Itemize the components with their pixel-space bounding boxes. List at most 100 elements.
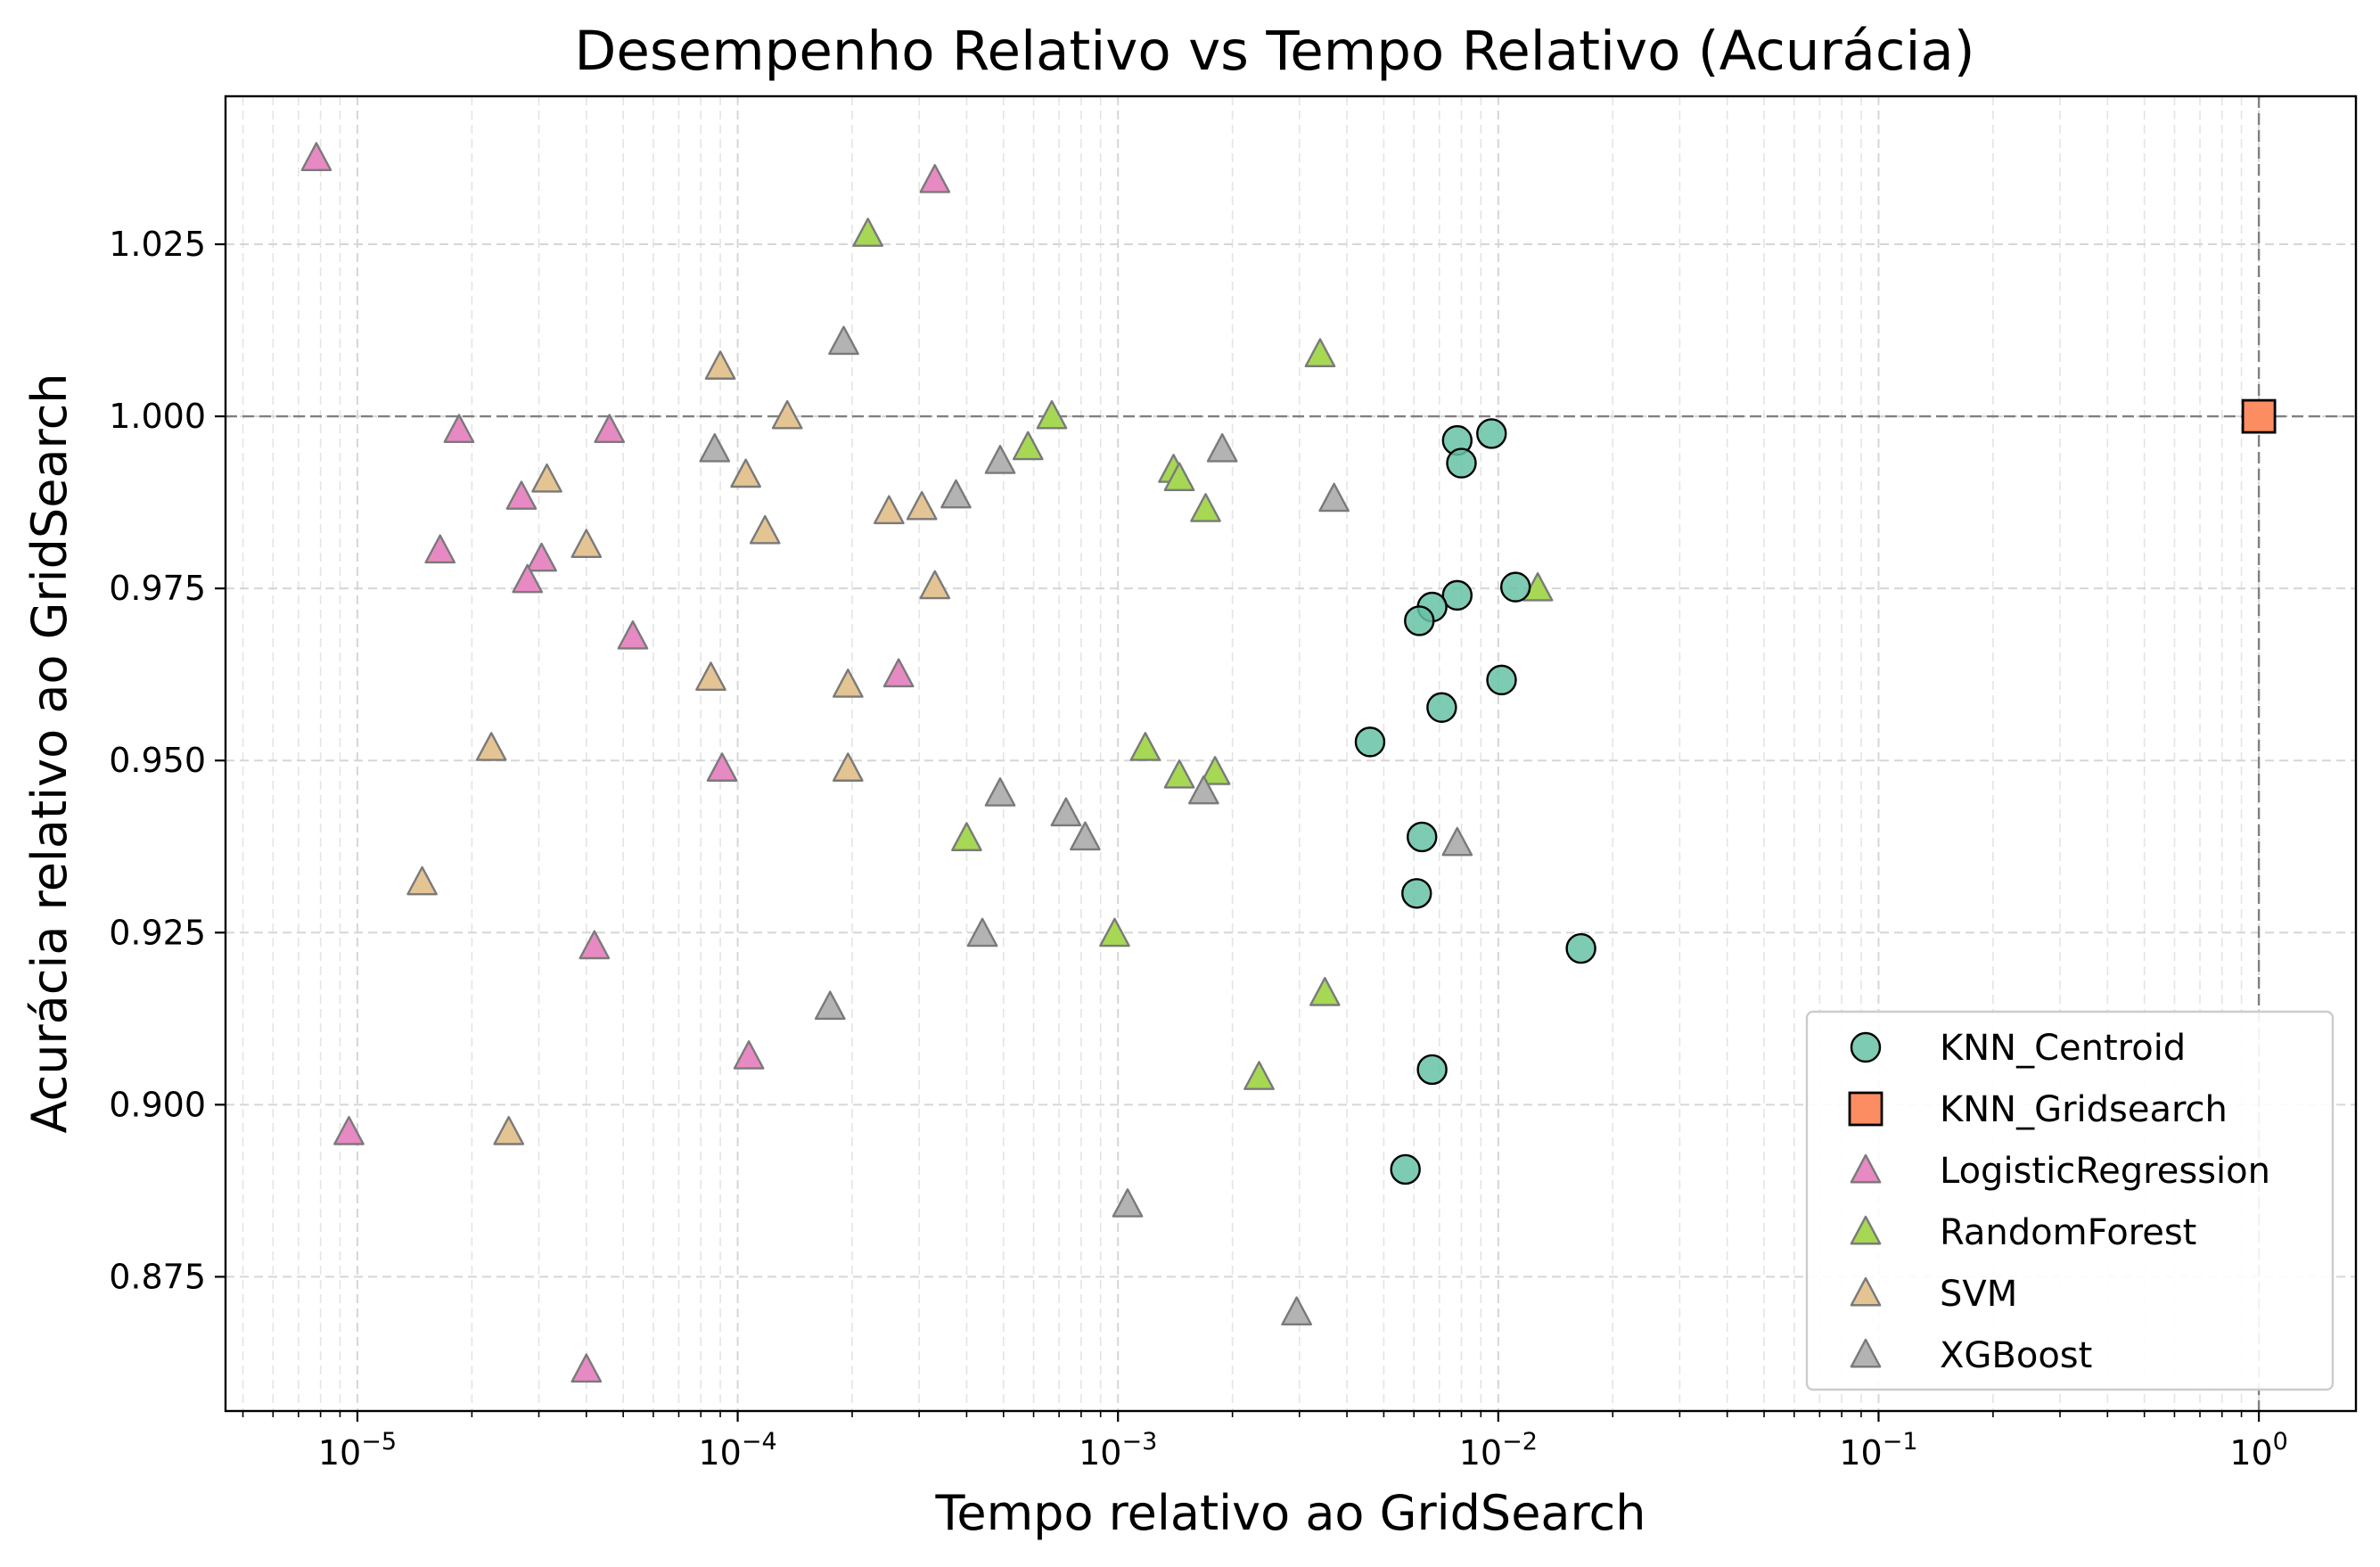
point-randomforest (1309, 977, 1341, 1006)
point-knn-centroid (1486, 664, 1517, 696)
point-randomforest (1243, 1061, 1275, 1090)
point-xgboost (828, 325, 859, 356)
legend-label-logisticregression: LogisticRegression (1940, 1151, 2270, 1192)
x-tick-label: 10−3 (1079, 1428, 1157, 1473)
point-xgboost (699, 432, 731, 463)
point-xgboost (1318, 482, 1350, 513)
x-tick-label: 10−4 (698, 1428, 776, 1473)
point-xgboost (1187, 775, 1219, 805)
point-logisticregression (882, 658, 915, 688)
point-svm (730, 458, 761, 488)
point-knn-centroid (1476, 418, 1507, 449)
point-svm (570, 529, 603, 558)
point-xgboost (940, 479, 972, 509)
point-randomforest (852, 217, 884, 247)
y-tick-label: 0.900 (109, 1085, 206, 1124)
point-knn-centroid (1426, 692, 1457, 723)
legend-label-knn-centroid: KNN_Centroid (1940, 1028, 2186, 1069)
legend-marker-knn-centroid (1850, 1031, 1882, 1063)
y-tick-label: 1.025 (109, 225, 206, 264)
point-svm (874, 495, 905, 525)
legend-label-randomforest: RandomForest (1940, 1212, 2196, 1253)
y-tick-label: 0.975 (109, 569, 206, 608)
point-knn-centroid (1416, 1054, 1448, 1086)
point-randomforest (1163, 759, 1195, 789)
point-knn-centroid (1499, 571, 1531, 603)
point-logisticregression (443, 414, 475, 444)
y-axis-label: Acurácia relativo ao GridSearch (21, 373, 78, 1134)
point-randomforest (951, 822, 982, 851)
data-points (300, 142, 2277, 1383)
legend-marker-xgboost (1850, 1338, 1882, 1368)
point-svm (531, 463, 562, 493)
point-logisticregression (512, 563, 544, 594)
point-knn-centroid (1401, 878, 1432, 909)
point-logisticregression (617, 620, 649, 650)
y-tick-label: 1.000 (109, 397, 206, 436)
point-randomforest (1304, 338, 1336, 368)
point-knn-centroid (1441, 579, 1473, 611)
point-xgboost (814, 990, 846, 1021)
point-logisticregression (333, 1116, 365, 1145)
y-tick-label: 0.950 (109, 741, 206, 780)
point-randomforest (1190, 493, 1221, 522)
point-xgboost (984, 445, 1016, 474)
point-xgboost (1112, 1188, 1144, 1218)
y-tick-label: 0.925 (109, 913, 206, 952)
point-logisticregression (594, 414, 626, 444)
point-xgboost (966, 917, 998, 948)
point-randomforest (1012, 431, 1044, 461)
legend-label-svm: SVM (1940, 1274, 2017, 1315)
point-svm (832, 669, 864, 698)
x-tick-label: 10−5 (318, 1428, 397, 1473)
point-logisticregression (570, 1353, 603, 1383)
point-knn-centroid (1407, 821, 1438, 853)
point-svm (832, 752, 864, 782)
point-xgboost (1281, 1296, 1312, 1326)
point-randomforest (1099, 917, 1130, 948)
point-randomforest (1129, 732, 1161, 761)
point-logisticregression (526, 542, 557, 572)
point-randomforest (1036, 399, 1068, 430)
point-knn-centroid (1446, 447, 1477, 479)
y-tick-label: 0.875 (109, 1257, 206, 1296)
point-xgboost (1070, 821, 1101, 851)
x-tick-label: 100 (2229, 1428, 2288, 1473)
x-tick-label: 10−2 (1459, 1428, 1538, 1473)
point-knn-centroid (1404, 605, 1435, 636)
x-axis-label: Tempo relativo ao GridSearch (935, 1485, 1646, 1541)
legend: KNN_Centroid KNN_Gridsearch LogisticRegres… (1805, 1010, 2335, 1391)
point-logisticregression (733, 1040, 765, 1070)
point-randomforest (1163, 462, 1195, 492)
axis-ticks: 0.875 0.900 0.925 0.950 0.975 1.000 1.025 10−5 1… (109, 225, 2288, 1473)
point-knn-centroid (1354, 726, 1386, 758)
point-xgboost (984, 777, 1016, 807)
point-logisticregression (505, 480, 538, 510)
point-logisticregression (300, 142, 332, 171)
point-xgboost (1441, 826, 1473, 857)
point-randomforest (1199, 756, 1231, 785)
chart-title: Desempenho Relativo vs Tempo Relativo (A… (574, 20, 1974, 83)
legend-marker-randomforest (1850, 1215, 1882, 1245)
legend-label-knn-gridsearch: KNN_Gridsearch (1940, 1089, 2228, 1130)
legend-marker-logisticregression (1850, 1153, 1882, 1184)
point-xgboost (1050, 797, 1082, 827)
point-knn-centroid (1565, 932, 1596, 964)
point-logisticregression (424, 534, 456, 564)
point-logisticregression (919, 164, 951, 193)
plot-area-frame (224, 94, 2358, 1413)
point-logisticregression (706, 752, 738, 782)
point-svm (406, 866, 438, 896)
point-logisticregression (579, 930, 611, 960)
legend-box (1805, 1010, 2335, 1391)
point-knn-centroid (1390, 1153, 1421, 1186)
point-svm (906, 490, 938, 521)
point-knn-gridsearch (2241, 398, 2277, 434)
legend-label-xgboost: XGBoost (1940, 1335, 2092, 1376)
point-svm (493, 1116, 525, 1145)
legend-marker-knn-gridsearch (1848, 1091, 1883, 1127)
x-tick-label: 10−1 (1839, 1428, 1917, 1473)
point-xgboost (1206, 432, 1238, 463)
point-svm (475, 732, 507, 761)
